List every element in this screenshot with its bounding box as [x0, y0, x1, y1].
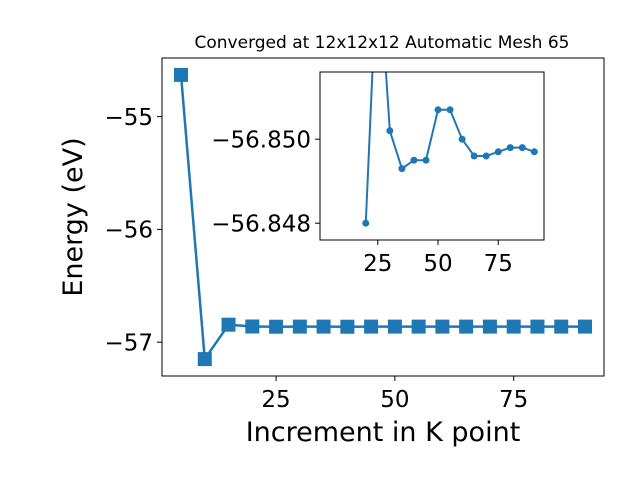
main-data-point: [530, 319, 545, 334]
main-data-point: [292, 319, 307, 334]
inset-data-point: [518, 144, 526, 152]
inset-data-point: [530, 148, 538, 156]
inset-x-tick-label: 25: [363, 251, 392, 277]
main-x-tick-label: 25: [261, 387, 290, 413]
main-data-point: [316, 319, 331, 334]
inset-data-point: [422, 156, 430, 164]
inset-data-point: [470, 152, 478, 160]
main-y-tick-label: −56: [104, 218, 153, 244]
main-data-point: [387, 319, 402, 334]
main-series-markers: [174, 67, 592, 367]
main-data-point: [435, 319, 450, 334]
inset-data-point: [458, 135, 466, 143]
inset-data-point: [506, 144, 514, 152]
main-data-point: [459, 319, 474, 334]
inset-data-point: [362, 219, 370, 227]
main-data-point: [482, 319, 497, 334]
main-plot-frame: [161, 57, 605, 377]
main-data-point: [554, 319, 569, 334]
main-data-point: [577, 319, 592, 334]
inset-y-tick-label: −56.850: [211, 127, 311, 153]
inset-background: [320, 72, 544, 240]
inset-y-ticks: −56.850 −56.848: [211, 127, 320, 237]
main-x-tick-label: 50: [380, 387, 409, 413]
x-axis-label: Increment in K point: [246, 417, 521, 448]
main-y-tick-label: −57: [104, 330, 153, 356]
inset-data-point: [482, 152, 490, 160]
main-data-point: [174, 67, 189, 82]
inset-data-point: [494, 148, 502, 156]
main-x-tick-label: 75: [499, 387, 528, 413]
inset-frame: [319, 71, 545, 241]
inset-data-point: [398, 165, 406, 173]
main-data-point: [411, 319, 426, 334]
main-x-ticks: 25 50 75: [261, 376, 528, 413]
inset-data-point: [410, 156, 418, 164]
main-data-point: [340, 319, 355, 334]
main-plot: 25 50 75 −55 −56 −57: [104, 57, 605, 413]
chart-title: Converged at 12x12x12 Automatic Mesh 65: [195, 33, 570, 53]
main-data-point: [364, 319, 379, 334]
inset-y-tick-label: −56.848: [211, 211, 311, 237]
inset-series-markers: [362, 106, 538, 227]
main-y-ticks: −55 −56 −57: [104, 105, 162, 356]
main-data-point: [197, 352, 212, 367]
y-axis-label: Energy (eV): [58, 137, 89, 296]
inset-x-tick-label: 75: [484, 251, 513, 277]
inset-data-point: [434, 106, 442, 114]
inset-plot: 25 50 75 −56.850 −56.848: [211, 71, 545, 277]
inset-data-point: [386, 127, 394, 135]
main-data-point: [245, 319, 260, 334]
main-data-point: [221, 317, 236, 332]
inset-data-point: [446, 106, 454, 114]
inset-x-ticks: 25 50 75: [363, 240, 513, 277]
main-y-tick-label: −55: [104, 105, 153, 131]
inset-x-tick-label: 50: [423, 251, 452, 277]
main-data-point: [506, 319, 521, 334]
main-data-point: [269, 319, 284, 334]
